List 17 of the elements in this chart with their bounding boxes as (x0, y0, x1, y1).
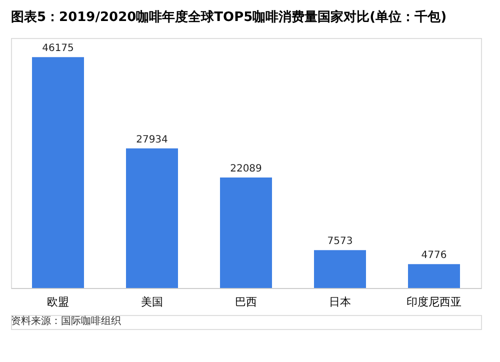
x-tick-label: 日本 (329, 296, 351, 308)
text: 资料来源：国际咖啡组织 (11, 315, 121, 327)
x-tick-label: 美国 (141, 296, 163, 308)
data-label: 27934 (136, 134, 168, 146)
bar (32, 57, 84, 288)
bar (408, 264, 460, 288)
data-label: 4776 (421, 250, 447, 262)
x-tick-label: 巴西 (235, 296, 257, 308)
data-label: 7573 (327, 236, 353, 248)
x-tick-label: 欧盟 (47, 296, 69, 308)
data-label: 22089 (230, 164, 262, 175)
data-label: 46175 (42, 43, 74, 54)
x-tick-label: 印度尼西亚 (406, 296, 462, 308)
bar (126, 148, 178, 288)
chart-title: 图表5：2019/2020咖啡年度全球TOP5咖啡消费量国家对比(单位：千包) (11, 9, 447, 25)
bar (314, 250, 366, 288)
bar (220, 178, 272, 288)
